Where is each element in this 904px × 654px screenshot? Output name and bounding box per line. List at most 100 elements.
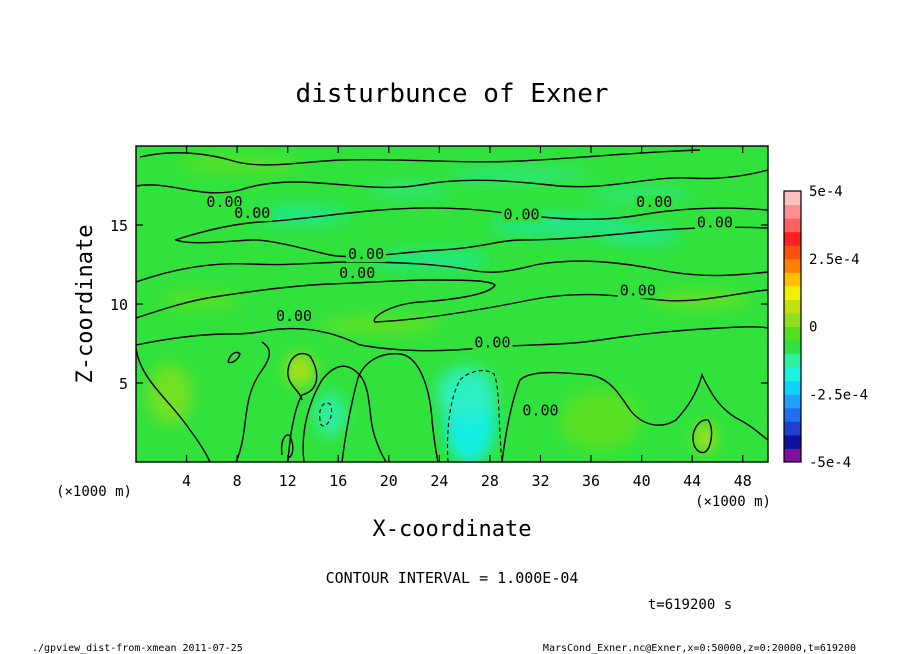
contour-label-bg xyxy=(617,283,658,299)
colorbar-tick-label: 0 xyxy=(809,320,817,336)
x-tick-label: 40 xyxy=(633,472,651,490)
x-tick-label: 44 xyxy=(683,472,701,490)
x-tick-label: 24 xyxy=(430,472,448,490)
colorbar-tick-label: 5e-4 xyxy=(809,184,843,200)
contour-line xyxy=(280,434,294,459)
colorbar-segment xyxy=(784,367,801,382)
contour-labels: 0.000.00 0.000.000.000.000.000.000.000.00… xyxy=(204,193,735,420)
colorbar-segment xyxy=(784,407,801,422)
contour-label-bg xyxy=(232,206,273,222)
contour-line xyxy=(227,351,241,364)
contour-label: 0.00 xyxy=(339,264,375,282)
colorbar-segment xyxy=(784,434,801,449)
field-blotch xyxy=(180,157,300,173)
x-axis: 4 8 12 16 20 24 28 32 36 40 44 48 xyxy=(182,146,752,490)
colorbar-segment xyxy=(784,326,801,341)
contour-line xyxy=(319,402,333,427)
colorbar-tick-label: 2.5e-4 xyxy=(809,252,860,268)
contour-line xyxy=(446,370,503,462)
contour-line xyxy=(136,347,211,462)
contour-label-bg xyxy=(472,335,513,351)
field-blotch xyxy=(370,250,490,270)
contour-label-bg xyxy=(520,403,561,419)
colorbar-segment xyxy=(784,299,801,314)
x-tick-label: 12 xyxy=(279,472,297,490)
field-blotch xyxy=(148,365,192,425)
contour-label: 0.00 xyxy=(348,245,384,263)
contour-line xyxy=(136,326,768,352)
x-unit-label: (×1000 m) xyxy=(56,484,132,500)
colorbar-tick-label: -2.5e-4 xyxy=(809,387,868,403)
field-blotch xyxy=(286,354,314,386)
contour-line xyxy=(136,169,768,194)
field-blotch xyxy=(450,167,590,183)
plot-area: 0.000.00 0.000.000.000.000.000.000.000.00… xyxy=(136,146,768,462)
field-blotch xyxy=(320,317,440,333)
colorbar-segment xyxy=(784,231,801,246)
contour-line xyxy=(501,371,768,462)
contour-line xyxy=(136,279,768,323)
field-blotch xyxy=(370,182,450,198)
colorbar-segment xyxy=(784,204,801,219)
x-tick-label: 20 xyxy=(380,472,398,490)
contour-line xyxy=(341,353,439,462)
contour-line xyxy=(235,341,270,462)
contour-label: 0.00 xyxy=(620,282,656,300)
colorbar: 5e-4 2.5e-4 0 -2.5e-4 -5e-4 xyxy=(783,184,868,471)
y-tick-label: 5 xyxy=(119,375,128,393)
footer-left: ./gpview_dist-from-xmean 2011-07-25 xyxy=(32,643,243,654)
colorbar-segment xyxy=(784,421,801,436)
time-label: t=619200 s xyxy=(648,597,732,613)
colorbar-segment xyxy=(784,353,801,368)
contour-label: 0.00 xyxy=(522,402,558,420)
colorbar-segment xyxy=(784,448,801,463)
colorbar-segment xyxy=(784,285,801,300)
chart-title: disturbunce of Exner xyxy=(295,79,608,109)
y-axis-label: Z-coordinate xyxy=(73,225,98,384)
contour-label: 0.00 xyxy=(474,334,510,352)
y-axis: 5 10 15 xyxy=(110,217,768,393)
colorbar-segment xyxy=(784,312,801,327)
colorbar-segment xyxy=(784,218,801,233)
x-tick-label: 16 xyxy=(329,472,347,490)
contour-line xyxy=(139,149,701,166)
colorbar-frame xyxy=(783,190,802,463)
contour-line xyxy=(175,226,768,258)
x-tick-label: 28 xyxy=(481,472,499,490)
x-tick-label: 32 xyxy=(531,472,549,490)
x-tick-label: 8 xyxy=(233,472,242,490)
contour-label-bg xyxy=(274,308,314,324)
x-unit-label-right: (×1000 m) xyxy=(695,494,771,510)
footer-right: MarsCond_Exner.nc@Exner,x=0:50000,z=0:20… xyxy=(543,643,856,654)
contour-label: 0.00 xyxy=(276,307,312,325)
colorbar-segment xyxy=(784,394,801,409)
contour-line xyxy=(174,207,768,241)
colorbar-segment xyxy=(784,258,801,273)
contour-label: 0.00 xyxy=(503,206,539,224)
colorbar-segment xyxy=(784,380,801,395)
x-tick-label: 48 xyxy=(734,472,752,490)
contour-line xyxy=(136,260,768,283)
colorbar-segment xyxy=(784,191,801,206)
x-tick-label: 36 xyxy=(582,472,600,490)
y-tick-label: 10 xyxy=(110,296,128,314)
contour-line xyxy=(302,365,387,462)
field-blotch xyxy=(250,205,350,225)
contour-label-bg xyxy=(337,266,378,282)
contour-label: 0.00 xyxy=(697,214,733,232)
colorbar-segment xyxy=(784,340,801,355)
contour-label-bg xyxy=(346,247,387,263)
x-axis-label: X-coordinate xyxy=(373,517,532,542)
contour-label-bg xyxy=(634,195,675,211)
y-tick-label: 15 xyxy=(110,217,128,235)
field-blotch xyxy=(314,393,346,437)
contour-label: 0.00 xyxy=(234,204,270,222)
colorbar-segment xyxy=(784,272,801,287)
contour-interval-label: CONTOUR INTERVAL = 1.000E-04 xyxy=(326,569,579,587)
colorbar-segment xyxy=(784,245,801,260)
field-blotch xyxy=(560,390,640,450)
contour-line xyxy=(692,419,713,454)
contour-label-bg xyxy=(694,215,735,231)
contour-line xyxy=(287,352,318,462)
